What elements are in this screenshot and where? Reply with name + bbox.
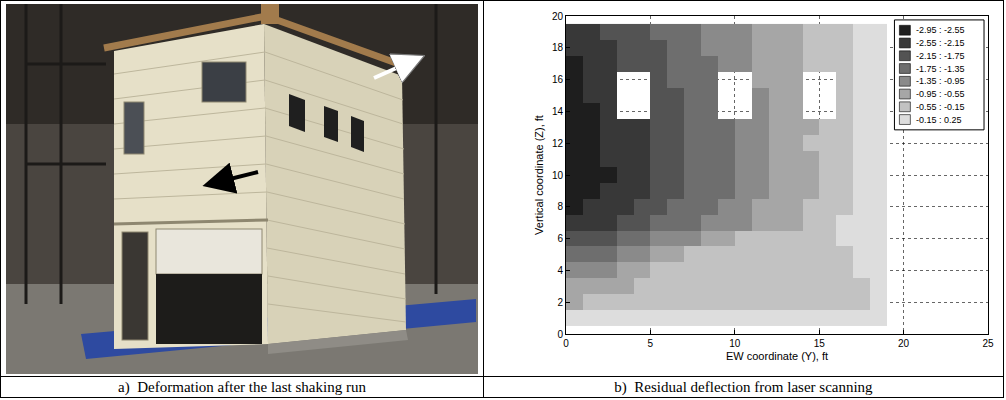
- svg-text:-2.15 : -1.75: -2.15 : -1.75: [916, 51, 965, 61]
- svg-text:8: 8: [557, 201, 563, 212]
- svg-text:10: 10: [729, 338, 741, 349]
- svg-text:25: 25: [982, 338, 994, 349]
- svg-text:-0.95 : -0.55: -0.95 : -0.55: [916, 89, 965, 99]
- html-text:a) Deformation after the last: a) Deformation after the last shaking ru…: [118, 379, 366, 395]
- html-text:b) Residual deflection from la: b) Residual deflection from laser scanni…: [614, 379, 873, 395]
- svg-text:18: 18: [552, 42, 564, 53]
- svg-text:14: 14: [552, 106, 564, 117]
- svg-text:6: 6: [557, 233, 563, 244]
- svg-text:0: 0: [557, 329, 563, 340]
- svg-text:-0.15 : 0.25: -0.15 : 0.25: [916, 115, 962, 125]
- svg-text:0: 0: [563, 338, 569, 349]
- svg-text:-1.75 : -1.35: -1.75 : -1.35: [916, 64, 965, 74]
- svg-text:5: 5: [648, 338, 654, 349]
- svg-text:-2.55 : -2.15: -2.55 : -2.15: [916, 38, 965, 48]
- svg-text:EW coordinate (Y), ft: EW coordinate (Y), ft: [726, 350, 828, 362]
- svg-text:-0.55 : -0.15: -0.55 : -0.15: [916, 102, 965, 112]
- svg-text:16: 16: [552, 74, 564, 85]
- svg-text:20: 20: [552, 11, 564, 22]
- svg-text:4: 4: [557, 265, 563, 276]
- svg-text:Vertical coordinate (Z), ft: Vertical coordinate (Z), ft: [533, 115, 545, 235]
- svg-text:-1.35 : -0.95: -1.35 : -0.95: [916, 76, 965, 86]
- svg-text:20: 20: [898, 338, 910, 349]
- svg-text:-2.95 : -2.55: -2.95 : -2.55: [916, 25, 965, 35]
- svg-text:10: 10: [552, 170, 564, 181]
- svg-text:12: 12: [552, 138, 564, 149]
- svg-text:2: 2: [557, 297, 563, 308]
- svg-text:15: 15: [814, 338, 826, 349]
